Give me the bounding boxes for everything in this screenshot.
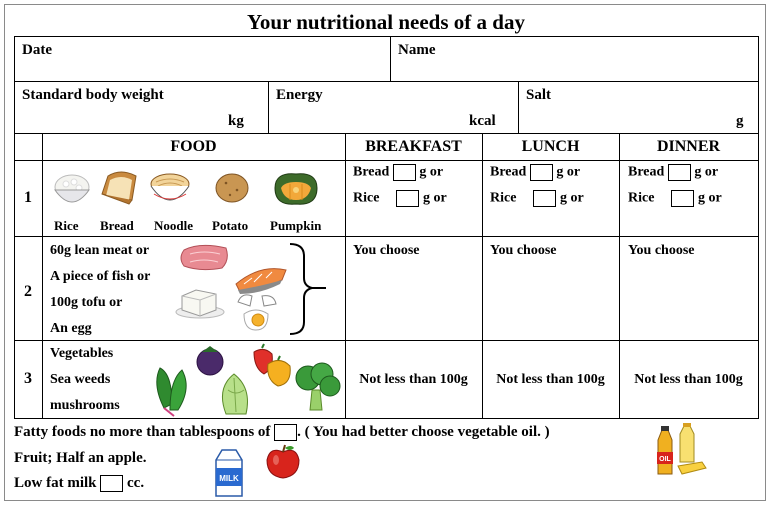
col-header-lunch: LUNCH: [521, 138, 580, 155]
row-number-2: 2: [24, 283, 32, 300]
dinner-rice-suffix: g or: [697, 190, 722, 206]
spinach-icon: [156, 367, 187, 417]
fatty-foods-input[interactable]: [274, 424, 298, 442]
page-frame: [4, 4, 766, 501]
dinner-bread-label: Bread: [628, 164, 665, 180]
milk-line: Low fat milk cc.: [14, 475, 145, 493]
dinner-rice-label: Rice: [628, 190, 655, 206]
brace-icon: [289, 243, 313, 335]
broccoli-icon: [295, 362, 341, 411]
lunch-rice-label: Rice: [490, 190, 517, 206]
noodle-bowl-icon: [150, 173, 190, 201]
page-title: Your nutritional needs of a day: [247, 10, 525, 34]
lunch-bread-suffix: g or: [556, 164, 581, 180]
breakfast-bread-label: Bread: [353, 164, 390, 180]
lunch-choose: You choose: [490, 243, 557, 258]
lunch-bread-label: Bread: [490, 164, 527, 180]
meat-icon: [180, 244, 228, 271]
dinner-bread-input[interactable]: [667, 164, 691, 181]
fish-icon: [235, 268, 287, 294]
staple-foods-illustrations: [54, 171, 318, 205]
protein-line-2: A piece of fish or: [50, 269, 151, 284]
milk-carton-label: MILK: [219, 474, 239, 483]
lunch-veg: Not less than 100g: [496, 372, 605, 387]
fatty-foods-suffix: . ( You had better choose vegetable oil.…: [297, 424, 550, 440]
dinner-bread-line: Bread g or: [628, 164, 718, 181]
protein-line-1: 60g lean meat or: [50, 243, 150, 258]
veg-line-3: mushrooms: [50, 398, 120, 413]
breakfast-bread-suffix: g or: [419, 164, 444, 180]
breakfast-choose: You choose: [353, 243, 420, 258]
veg-line-2: Sea weeds: [50, 372, 111, 387]
col-header-breakfast: BREAKFAST: [365, 138, 462, 155]
fatty-foods-line: Fatty foods no more than tablespoons of …: [14, 424, 550, 442]
cabbage-icon: [221, 373, 248, 415]
dinner-choose: You choose: [628, 243, 695, 258]
oil-bottle-label: OIL: [659, 456, 671, 463]
dinner-rice-input[interactable]: [671, 190, 695, 207]
breakfast-rice-label: Rice: [353, 190, 380, 206]
fatty-foods-prefix: Fatty foods no more than tablespoons of: [14, 424, 271, 440]
food-caption-rice: Rice: [54, 218, 79, 233]
energy-label: Energy: [276, 87, 323, 103]
milk-suffix: cc.: [127, 475, 145, 491]
protein-illustrations: [175, 243, 326, 335]
breakfast-rice-suffix: g or: [422, 190, 447, 206]
breakfast-rice-line: Rice g or: [353, 190, 447, 207]
energy-unit: kcal: [469, 113, 496, 129]
egg-icon: [237, 294, 277, 331]
food-caption-potato: Potato: [212, 218, 249, 233]
breakfast-veg: Not less than 100g: [359, 372, 468, 387]
lunch-rice-input[interactable]: [533, 190, 557, 207]
food-caption-bread: Bread: [100, 218, 134, 233]
lunch-bread-line: Bread g or: [490, 164, 580, 181]
bell-pepper-icon: [253, 343, 291, 387]
weight-unit: kg: [228, 113, 244, 129]
row-number-3: 3: [24, 370, 32, 387]
rice-bowl-icon: [54, 174, 90, 203]
col-header-dinner: DINNER: [656, 138, 721, 155]
name-label: Name: [398, 42, 436, 58]
tofu-icon: [175, 289, 225, 319]
protein-line-4: An egg: [50, 321, 92, 336]
salt-label: Salt: [526, 87, 552, 103]
breakfast-rice-input[interactable]: [396, 190, 420, 207]
eggplant-icon: [196, 346, 224, 376]
food-caption-pumpkin: Pumpkin: [270, 218, 322, 233]
breakfast-bread-input[interactable]: [392, 164, 416, 181]
milk-carton-icon: MILK: [215, 449, 243, 497]
food-caption-noodle: Noodle: [154, 218, 193, 233]
lunch-rice-suffix: g or: [559, 190, 584, 206]
dinner-bread-suffix: g or: [694, 164, 719, 180]
apple-icon: [266, 444, 300, 479]
dinner-veg: Not less than 100g: [634, 372, 743, 387]
vegetable-illustrations: [156, 343, 341, 417]
fruit-line: Fruit; Half an apple.: [14, 450, 147, 466]
weight-label: Standard body weight: [22, 87, 164, 103]
dinner-rice-line: Rice g or: [628, 190, 722, 207]
potato-icon: [215, 173, 249, 203]
salt-unit: g: [736, 113, 744, 129]
breakfast-bread-line: Bread g or: [353, 164, 443, 181]
milk-input[interactable]: [100, 475, 124, 493]
lunch-bread-input[interactable]: [529, 164, 553, 181]
date-label: Date: [22, 42, 52, 58]
pumpkin-icon: [274, 173, 318, 205]
bread-icon: [101, 171, 137, 205]
row-number-1: 1: [24, 189, 32, 206]
veg-line-1: Vegetables: [50, 346, 114, 361]
lunch-rice-line: Rice g or: [490, 190, 584, 207]
protein-line-3: 100g tofu or: [50, 295, 123, 310]
milk-prefix: Low fat milk: [14, 475, 97, 491]
oil-bottles-icon: OIL: [657, 423, 707, 475]
col-header-food: FOOD: [170, 138, 217, 155]
